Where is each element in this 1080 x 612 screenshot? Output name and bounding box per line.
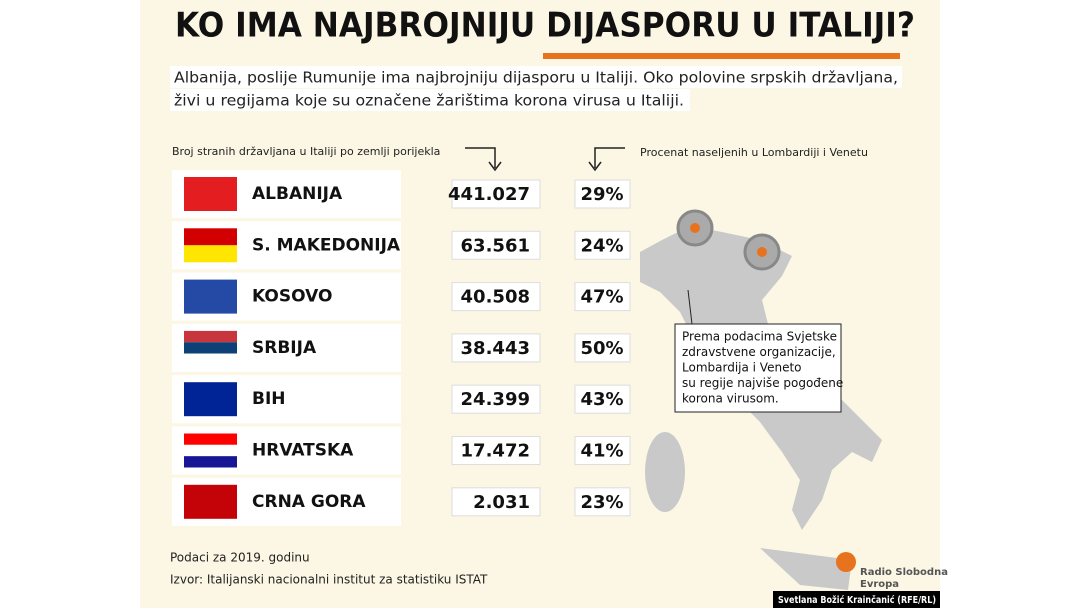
column-header: Broj stranih državljana u Italiji po zem… (172, 145, 440, 158)
country: S. MAKEDONIJA (252, 235, 401, 255)
footer-source: Izvor: Italijanski nacionalni institut z… (170, 573, 488, 587)
count: 2.031 (473, 492, 530, 513)
logo-icon (836, 552, 856, 572)
credit: Svetlana Božić Krainčanić (RFE/RL) (778, 594, 936, 606)
percent-box (574, 384, 631, 414)
flag (184, 228, 237, 246)
percent-box (574, 487, 631, 517)
count: 17.472 (461, 441, 530, 462)
title: KO IMA NAJBROJNIJU DIJASPORU U ITALIJI? (175, 6, 915, 46)
count-box (451, 384, 541, 414)
count: 38.443 (461, 338, 530, 359)
callout-pointer (687, 289, 693, 325)
logo-text: Evropa (860, 579, 899, 590)
callout-line: Prema podacima Svjetske (682, 330, 837, 344)
credit-bar (773, 591, 940, 608)
flag (184, 382, 237, 417)
percent: 24% (580, 235, 623, 256)
percent: 29% (580, 184, 623, 205)
percent: 41% (580, 441, 623, 462)
column-header: Procenat naseljenih u Lombardiji i Venet… (640, 146, 868, 159)
percent: 50% (580, 338, 623, 359)
flag (184, 245, 237, 263)
country: BIH (252, 389, 286, 409)
count: 441.027 (448, 184, 530, 205)
count: 63.561 (461, 235, 530, 256)
flag (184, 279, 237, 314)
percent-box (574, 179, 631, 209)
subtitle-bg (170, 89, 690, 111)
count-box (451, 333, 541, 363)
flag (184, 353, 237, 365)
percent: 47% (580, 287, 623, 308)
percent-box (574, 436, 631, 465)
count: 24.399 (461, 389, 530, 410)
flag (184, 444, 237, 457)
logo-text: Radio Slobodna (860, 567, 948, 578)
flag (184, 484, 237, 519)
callout-line: zdravstvene organizacije, (682, 345, 836, 359)
arrow (465, 147, 502, 172)
subtitle-bg (170, 66, 902, 88)
count-box (451, 487, 541, 517)
count-box (451, 282, 541, 312)
country: ALBANIJA (252, 184, 343, 204)
country: CRNA GORA (252, 492, 366, 512)
count-box (451, 179, 541, 209)
callout-line: Lombardija i Veneto (682, 361, 802, 375)
percent: 23% (580, 492, 623, 513)
country: HRVATSKA (252, 441, 354, 461)
title-underline (543, 53, 900, 59)
flag (184, 433, 237, 445)
flag (184, 342, 237, 354)
percent-box (574, 282, 631, 312)
country: KOSOVO (252, 287, 332, 307)
percent: 43% (580, 389, 623, 410)
count-box (451, 436, 541, 465)
subtitle-line: živi u regijama koje su označene žarišti… (174, 92, 684, 110)
callout-box (674, 323, 842, 413)
count-box (451, 230, 541, 260)
count: 40.508 (461, 287, 530, 308)
callout-line: korona virusom. (682, 392, 779, 406)
arrow (588, 147, 625, 172)
footer-note: Podaci za 2019. godinu (170, 551, 310, 565)
callout-line: su regije najviše pogođene (682, 376, 843, 390)
flag (184, 177, 237, 211)
subtitle-line: Albanija, poslije Rumunije ima najbrojni… (174, 69, 898, 87)
virus-icon (676, 209, 781, 271)
percent-box (574, 333, 631, 363)
flag (184, 330, 237, 343)
flag (184, 456, 237, 468)
country: SRBIJA (252, 338, 317, 358)
percent-box (574, 230, 631, 260)
